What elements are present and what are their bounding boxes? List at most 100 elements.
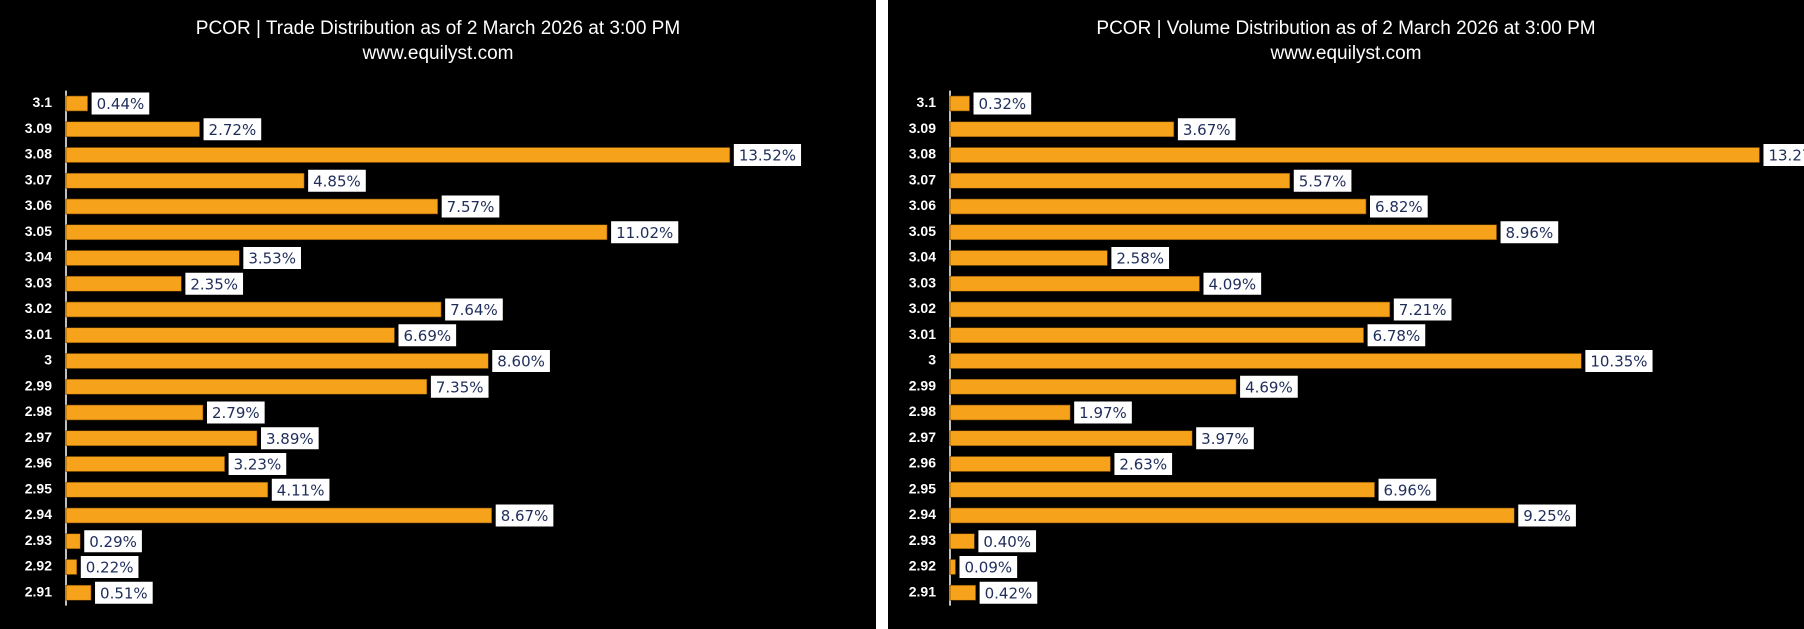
- chart-title: PCOR | Volume Distribution as of 2 March…: [1096, 18, 1595, 39]
- bar: [949, 404, 1071, 421]
- category-label: 3.02: [909, 300, 936, 316]
- value-label: 13.52%: [739, 147, 796, 165]
- bar: [949, 172, 1291, 189]
- bar: [949, 198, 1367, 215]
- category-label: 3.04: [909, 249, 936, 265]
- category-label: 3: [928, 352, 936, 368]
- value-label-box: [978, 530, 1037, 553]
- category-label: 3.03: [909, 274, 936, 290]
- value-label: 6.96%: [1384, 481, 1432, 499]
- value-label: 3.97%: [1201, 430, 1249, 448]
- value-label-box: [1370, 195, 1428, 218]
- value-label-box: [271, 478, 330, 501]
- value-label-box: [445, 298, 503, 321]
- value-label-box: [430, 375, 489, 398]
- category-label: 3.06: [909, 197, 936, 213]
- bar: [949, 95, 970, 112]
- value-label-box: [398, 324, 457, 347]
- value-label: 3.23%: [234, 456, 282, 474]
- bar: [949, 481, 1375, 498]
- bar: [949, 353, 1582, 369]
- category-label: 2.97: [909, 429, 936, 445]
- bar: [949, 275, 1200, 292]
- bar: [65, 559, 78, 575]
- category-label: 3.09: [909, 120, 936, 136]
- value-label-box: [733, 144, 802, 166]
- bar: [65, 430, 258, 447]
- value-label: 6.69%: [403, 327, 451, 345]
- bar: [949, 250, 1108, 266]
- value-label-box: [1177, 118, 1236, 141]
- value-label-box: [95, 581, 153, 604]
- value-label: 2.72%: [209, 121, 257, 139]
- bar: [949, 456, 1111, 472]
- value-label-box: [1293, 169, 1352, 192]
- value-label-box: [260, 427, 319, 450]
- bar: [65, 378, 428, 395]
- value-label-box: [441, 195, 500, 218]
- category-label: 3.08: [909, 146, 936, 162]
- category-label: 3.09: [25, 120, 52, 136]
- bar: [65, 507, 492, 524]
- value-label-box: [308, 169, 366, 192]
- bar: [949, 507, 1515, 524]
- value-label-box: [206, 401, 265, 424]
- value-label: 7.57%: [447, 198, 495, 216]
- value-label: 0.44%: [97, 95, 145, 113]
- value-label: 3.89%: [266, 430, 314, 448]
- bar: [949, 378, 1237, 395]
- value-label-box: [1074, 401, 1132, 424]
- value-label: 4.11%: [277, 481, 325, 499]
- value-label: 8.96%: [1506, 224, 1554, 242]
- category-label: 3: [44, 352, 52, 368]
- value-label: 4.69%: [1245, 378, 1293, 396]
- value-label: 7.64%: [450, 301, 498, 319]
- value-label-box: [1500, 221, 1559, 244]
- value-label-box: [1240, 375, 1298, 398]
- value-label-box: [1393, 298, 1452, 321]
- value-label: 2.63%: [1119, 456, 1167, 474]
- bar: [65, 147, 731, 163]
- category-label: 3.06: [25, 197, 52, 213]
- bar: [949, 121, 1175, 138]
- bar: [65, 224, 608, 241]
- bar: [949, 301, 1391, 318]
- value-label: 0.40%: [983, 533, 1031, 551]
- category-label: 3.1: [917, 94, 937, 110]
- category-label: 2.92: [909, 558, 936, 574]
- value-label: 11.02%: [616, 224, 673, 242]
- value-label: 0.32%: [979, 95, 1027, 113]
- category-label: 3.02: [25, 300, 52, 316]
- value-label-box: [492, 350, 550, 372]
- category-label: 3.07: [909, 171, 936, 187]
- value-label-box: [243, 247, 301, 269]
- bar: [949, 224, 1497, 241]
- value-label-box: [84, 530, 142, 553]
- bar: [949, 533, 975, 550]
- value-label: 3.53%: [248, 250, 296, 268]
- category-label: 2.92: [25, 558, 52, 574]
- value-label: 4.85%: [313, 172, 361, 190]
- value-label: 1.97%: [1079, 404, 1127, 422]
- value-label-box: [495, 504, 554, 527]
- category-label: 3.01: [25, 326, 52, 342]
- value-label-box: [80, 556, 139, 578]
- category-label: 2.94: [25, 506, 52, 522]
- value-label: 3.67%: [1183, 121, 1231, 139]
- category-label: 3.03: [25, 274, 52, 290]
- bar: [65, 456, 225, 472]
- value-label: 0.42%: [985, 584, 1033, 602]
- value-label-box: [1114, 453, 1173, 475]
- value-label-box: [203, 118, 262, 141]
- category-label: 2.97: [25, 429, 52, 445]
- value-label-box: [1585, 350, 1653, 372]
- value-label: 2.35%: [190, 275, 238, 293]
- value-label-box: [91, 92, 150, 115]
- category-label: 2.94: [909, 506, 936, 522]
- category-label: 2.98: [25, 403, 52, 419]
- category-label: 3.05: [25, 223, 52, 239]
- chart-title: PCOR | Trade Distribution as of 2 March …: [196, 18, 680, 39]
- value-label-box: [1763, 144, 1804, 166]
- bar: [65, 481, 269, 498]
- bar: [65, 327, 395, 344]
